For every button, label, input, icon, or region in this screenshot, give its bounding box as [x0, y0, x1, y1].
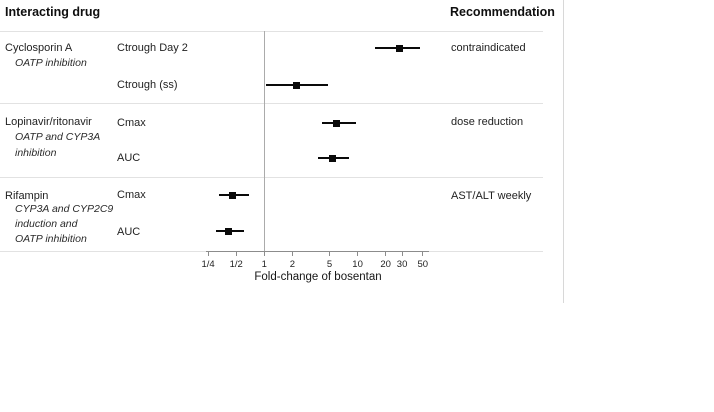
axis-tick-label: 1	[261, 259, 267, 270]
axis-tick	[422, 252, 424, 256]
axis-tick-label: 1/4	[201, 259, 215, 270]
recommendation-cyclosporin: contraindicated	[451, 42, 526, 54]
param-label-ctrough-day2: Ctrough Day 2	[117, 42, 188, 54]
axis-tick-label: 30	[396, 259, 408, 270]
drug-name-lopinavir: Lopinavir/ritonavir	[5, 116, 92, 128]
axis-tick	[385, 252, 387, 256]
axis-tick	[357, 252, 359, 256]
drug-mechanism-line: OATP inhibition	[15, 57, 87, 69]
recommendation-lopinavir: dose reduction	[451, 116, 524, 128]
axis-tick	[235, 252, 237, 256]
param-label-cmax-rifampin: Cmax	[117, 189, 146, 201]
drug-mechanism-line: inhibition	[15, 147, 57, 159]
axis-tick	[207, 252, 209, 256]
column-header-interacting-drug: Interacting drug	[5, 5, 101, 19]
drug-name-cyclosporin: Cyclosporin A	[5, 42, 73, 54]
axis-tick	[401, 252, 403, 256]
axis-tick	[291, 252, 293, 256]
axis-tick-label: 1/2	[229, 259, 243, 270]
point-estimate-marker	[224, 227, 232, 235]
separator-header	[0, 31, 543, 32]
point-estimate-marker	[292, 81, 300, 89]
param-label-ctrough-ss: Ctrough (ss)	[117, 79, 178, 91]
axis-tick	[263, 252, 265, 256]
drug-name-rifampin: Rifampin	[5, 190, 49, 202]
param-label-cmax-lopinavir: Cmax	[117, 117, 146, 129]
recommendation-rifampin: AST/ALT weekly	[451, 190, 532, 202]
axis-tick-label: 10	[352, 259, 363, 270]
axis-tick-label: 50	[417, 259, 429, 270]
point-estimate-marker	[333, 119, 341, 127]
column-header-recommendation: Recommendation	[450, 5, 555, 19]
axis-tick	[329, 252, 330, 256]
axis-tick-label: 2	[289, 259, 296, 270]
x-axis-title: Fold-change of bosentan	[254, 271, 382, 283]
point-estimate-marker	[229, 191, 237, 199]
drug-mechanism-line: induction and	[15, 218, 78, 230]
reference-line-x1	[264, 31, 265, 251]
drug-mechanism-line: OATP and CYP3A	[15, 131, 101, 143]
separator-group-1	[0, 103, 543, 104]
param-label-auc-lopinavir: AUC	[117, 152, 141, 164]
point-estimate-marker	[395, 44, 403, 52]
drug-mechanism-line: OATP inhibition	[15, 233, 87, 245]
page-column-divider	[563, 0, 564, 303]
drug-mechanism-line: CYP3A and CYP2C9	[15, 203, 114, 215]
param-label-auc-rifampin: AUC	[117, 226, 141, 238]
x-axis-line	[206, 251, 429, 252]
axis-tick-label: 5	[326, 259, 333, 270]
point-estimate-marker	[329, 154, 337, 162]
axis-tick-label: 20	[380, 259, 391, 270]
separator-group-2	[0, 177, 543, 178]
